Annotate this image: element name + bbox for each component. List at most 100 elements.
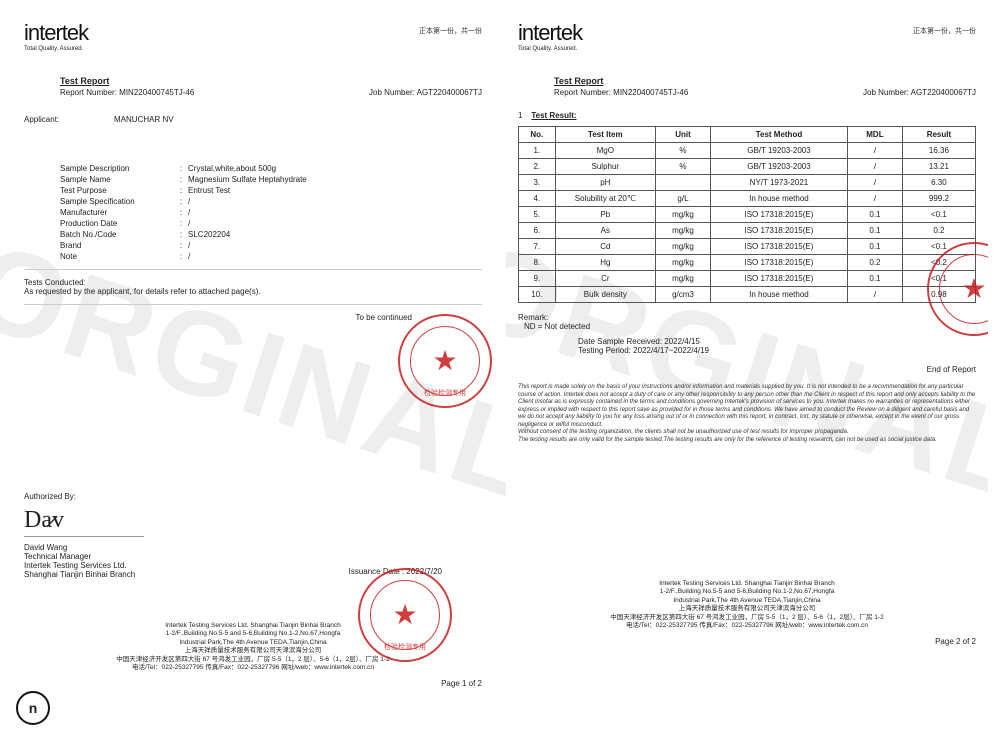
job-number-label: Job Number: [863, 88, 909, 97]
table-cell: / [848, 159, 903, 175]
brand-block: intertek Total Quality. Assured. [24, 22, 88, 52]
report-ids: Report Number: MIN220400745TJ-46 Job Num… [554, 88, 976, 97]
table-cell: As [555, 223, 656, 239]
table-cell: Sulphur [555, 159, 656, 175]
star-icon: ★ [432, 347, 457, 375]
table-cell: In house method [710, 191, 847, 207]
field-label: Test Purpose [60, 186, 180, 195]
stamp-text: 检验检测专用 [400, 388, 490, 398]
end-of-report: End of Report [518, 365, 976, 374]
table-cell: 6.30 [902, 175, 975, 191]
field-value: / [188, 219, 482, 228]
footer-line: Intertek Testing Services Ltd. Shanghai … [518, 580, 976, 588]
table-cell: 13.21 [902, 159, 975, 175]
table-cell: mg/kg [656, 223, 711, 239]
field-label: Batch No./Code [60, 230, 180, 239]
field-value: Magnesium Sulfate Heptahydrate [188, 175, 482, 184]
table-row: 8.Hgmg/kgISO 17318:2015(E)0.2<0.2 [519, 255, 976, 271]
header: intertek Total Quality. Assured. 正本第一份，共… [24, 22, 482, 52]
applicant-label: Applicant: [24, 115, 94, 124]
table-cell: mg/kg [656, 239, 711, 255]
footer-line: 上海天祥质量技术服务有限公司天津滨海分公司 [518, 605, 976, 613]
table-cell: ISO 17318:2015(E) [710, 223, 847, 239]
table-header: Test Item [555, 127, 656, 143]
job-number: AGT220400067TJ [417, 88, 482, 97]
stamp-text: 检验检测专用 [360, 642, 450, 652]
table-cell [656, 175, 711, 191]
footer-line: 1-2/F.,Building No.5-5 and 5-6,Building … [518, 588, 976, 596]
field-row: Test Purpose:Entrust Test [60, 186, 482, 195]
authorized-by: Authorized By: [24, 492, 482, 501]
table-cell: 6. [519, 223, 556, 239]
field-row: Sample Description:Crystal,white,about 5… [60, 164, 482, 173]
table-cell: <0.1 [902, 207, 975, 223]
table-row: 2.Sulphur%GB/T 19203-2003/13.21 [519, 159, 976, 175]
field-label: Manufacturer [60, 208, 180, 217]
job-number-label: Job Number: [369, 88, 415, 97]
table-cell: mg/kg [656, 255, 711, 271]
section-no: 1 [518, 111, 522, 120]
table-cell: Bulk density [555, 287, 656, 303]
table-cell: % [656, 159, 711, 175]
table-cell: pH [555, 175, 656, 191]
testing-period: Testing Period: 2022/4/17~2022/4/19 [578, 346, 976, 355]
signature: Da̷v [24, 507, 482, 534]
table-row: 7.Cdmg/kgISO 17318:2015(E)0.1<0.1 [519, 239, 976, 255]
report-number: MIN220400745TJ-46 [119, 88, 194, 97]
table-cell: 0.1 [848, 223, 903, 239]
table-cell: GB/T 19203-2003 [710, 159, 847, 175]
report-ids: Report Number: MIN220400745TJ-46 Job Num… [60, 88, 482, 97]
field-label: Brand [60, 241, 180, 250]
table-cell: 7. [519, 239, 556, 255]
field-value: / [188, 252, 482, 261]
table-cell: % [656, 143, 711, 159]
logo: intertek [24, 22, 88, 44]
sample-received: Date Sample Received: 2022/4/15 [578, 337, 976, 346]
field-value: / [188, 197, 482, 206]
nd-note: ND = Not detected [524, 322, 976, 331]
table-cell: 10. [519, 287, 556, 303]
table-cell: g/L [656, 191, 711, 207]
table-cell: MgO [555, 143, 656, 159]
table-cell: Pb [555, 207, 656, 223]
page-copy: 正本第一份，共一份 [419, 26, 482, 36]
stamp-icon-2: ★ 检验检测专用 [358, 568, 452, 662]
field-label: Sample Name [60, 175, 180, 184]
tagline: Total Quality. Assured. [24, 46, 88, 52]
remark-label: Remark: [518, 313, 976, 322]
footer-line: 电话/Tel：022-25327795 传真/Fax：022-25327796 … [518, 622, 976, 630]
table-cell: 0.1 [848, 271, 903, 287]
table-cell: Solubility at 20℃ [555, 191, 656, 207]
table-cell: ISO 17318:2015(E) [710, 271, 847, 287]
brand-block: intertek Total Quality. Assured. [518, 22, 582, 52]
report-number: MIN220400745TJ-46 [613, 88, 688, 97]
table-cell: 16.36 [902, 143, 975, 159]
table-cell: ISO 17318:2015(E) [710, 207, 847, 223]
disclaimer-text: The testing results are only valid for t… [518, 437, 976, 445]
brand-badge-icon: n [16, 691, 50, 725]
table-row: 6.Asmg/kgISO 17318:2015(E)0.10.2 [519, 223, 976, 239]
star-icon: ★ [961, 275, 986, 303]
report-number-label: Report Number: [554, 88, 611, 97]
field-label: Sample Specification [60, 197, 180, 206]
table-row: 4.Solubility at 20℃g/LIn house method/99… [519, 191, 976, 207]
logo: intertek [518, 22, 582, 44]
header: intertek Total Quality. Assured. 正本第一份，共… [518, 22, 976, 52]
table-cell: 0.2 [902, 223, 975, 239]
field-row: Manufacturer:/ [60, 208, 482, 217]
table-cell: NY/T 1973-2021 [710, 175, 847, 191]
table-cell: ISO 17318:2015(E) [710, 255, 847, 271]
table-header: No. [519, 127, 556, 143]
table-header: Test Method [710, 127, 847, 143]
table-row: 1.MgO%GB/T 19203-2003/16.36 [519, 143, 976, 159]
report-number-label: Report Number: [60, 88, 117, 97]
to-be-continued: To be continued [24, 313, 482, 322]
table-cell: 4. [519, 191, 556, 207]
table-row: 3.pHNY/T 1973-2021/6.30 [519, 175, 976, 191]
table-cell: 999.2 [902, 191, 975, 207]
table-cell: 0.1 [848, 207, 903, 223]
field-row: Batch No./Code:SLC202204 [60, 230, 482, 239]
tests-conducted-text: As requested by the applicant, for detai… [24, 287, 482, 296]
field-label: Sample Description [60, 164, 180, 173]
field-value: Entrust Test [188, 186, 482, 195]
